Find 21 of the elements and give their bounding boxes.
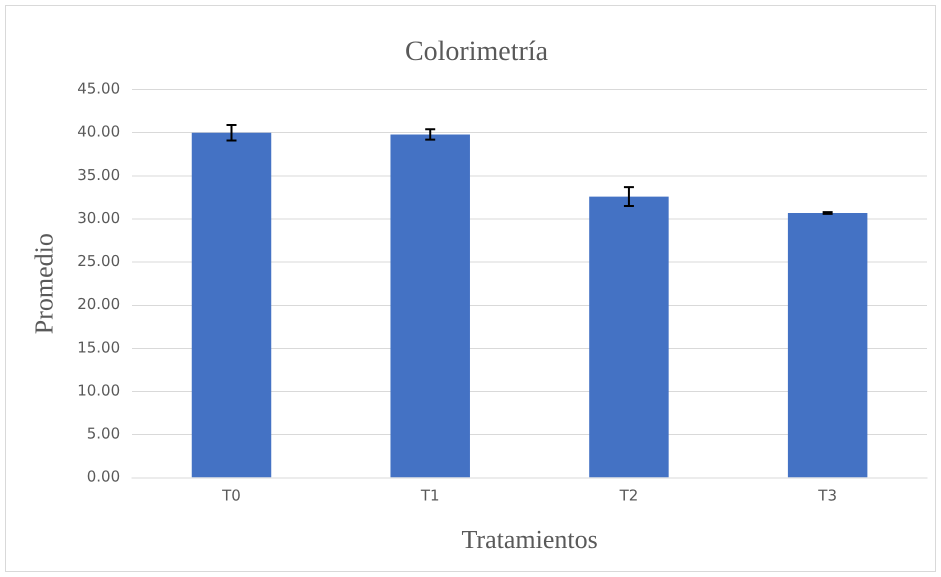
y-tick-label: 10.00 [77, 381, 120, 400]
x-tick-label: T2 [618, 486, 638, 505]
y-tick-label: 15.00 [77, 338, 120, 356]
chart-title: Colorimetría [404, 36, 549, 68]
bar [788, 212, 868, 478]
x-axis-title: Tratamientos [461, 525, 598, 554]
y-tick-label: 30.00 [77, 208, 120, 227]
y-tick-label: 25.00 [77, 252, 120, 270]
x-tick-label: T0 [221, 486, 241, 505]
y-tick-label: 45.00 [77, 79, 120, 98]
bar [589, 196, 669, 478]
y-axis-title: Promedio [29, 233, 58, 334]
x-tick-label: T3 [817, 486, 837, 505]
bar [390, 134, 470, 478]
y-tick-label: 5.00 [86, 424, 120, 443]
bar [192, 132, 272, 478]
y-tick-label: 20.00 [77, 295, 120, 314]
y-tick-label: 40.00 [77, 122, 120, 141]
x-tick-label: T1 [420, 486, 440, 505]
y-tick-label: 0.00 [86, 468, 120, 486]
y-tick-label: 35.00 [77, 166, 120, 184]
